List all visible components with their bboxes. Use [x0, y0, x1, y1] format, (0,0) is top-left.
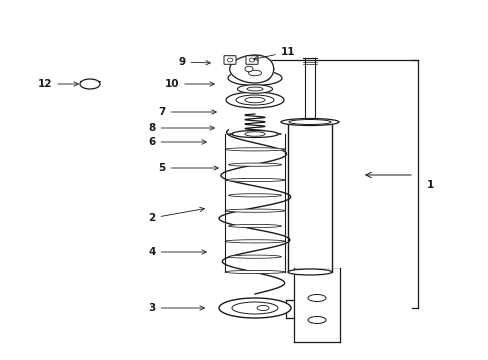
Ellipse shape: [224, 270, 285, 274]
Ellipse shape: [231, 302, 278, 314]
Ellipse shape: [237, 85, 272, 93]
Ellipse shape: [227, 58, 232, 62]
Ellipse shape: [224, 179, 285, 181]
Ellipse shape: [225, 92, 284, 108]
Ellipse shape: [287, 269, 331, 275]
Ellipse shape: [240, 74, 269, 82]
Ellipse shape: [281, 118, 338, 126]
Polygon shape: [229, 55, 273, 83]
Ellipse shape: [227, 71, 282, 85]
Text: 11: 11: [253, 47, 295, 60]
Text: 2: 2: [148, 207, 204, 223]
Ellipse shape: [228, 163, 281, 166]
Ellipse shape: [80, 79, 100, 89]
Ellipse shape: [228, 255, 281, 258]
Ellipse shape: [231, 131, 278, 138]
Ellipse shape: [224, 240, 285, 243]
Ellipse shape: [307, 294, 325, 302]
FancyBboxPatch shape: [245, 56, 258, 64]
Text: 9: 9: [178, 57, 210, 67]
Text: 3: 3: [148, 303, 204, 313]
Text: 12: 12: [38, 79, 78, 89]
Ellipse shape: [228, 224, 281, 228]
Ellipse shape: [224, 148, 285, 151]
Ellipse shape: [288, 120, 330, 125]
Ellipse shape: [244, 132, 264, 136]
Text: 6: 6: [148, 137, 206, 147]
Ellipse shape: [244, 97, 264, 103]
Ellipse shape: [228, 194, 281, 197]
Text: 4: 4: [148, 247, 206, 257]
Ellipse shape: [307, 316, 325, 324]
Ellipse shape: [246, 87, 263, 91]
Ellipse shape: [248, 70, 261, 76]
Text: 8: 8: [148, 123, 214, 133]
FancyBboxPatch shape: [224, 56, 236, 64]
Ellipse shape: [257, 306, 268, 310]
Text: 1: 1: [426, 180, 433, 190]
Text: 7: 7: [158, 107, 216, 117]
Ellipse shape: [244, 66, 252, 72]
Ellipse shape: [236, 95, 273, 105]
Ellipse shape: [219, 298, 290, 318]
Ellipse shape: [228, 132, 281, 136]
Text: 5: 5: [158, 163, 218, 173]
Ellipse shape: [224, 209, 285, 212]
Ellipse shape: [249, 58, 254, 62]
Text: 10: 10: [164, 79, 214, 89]
